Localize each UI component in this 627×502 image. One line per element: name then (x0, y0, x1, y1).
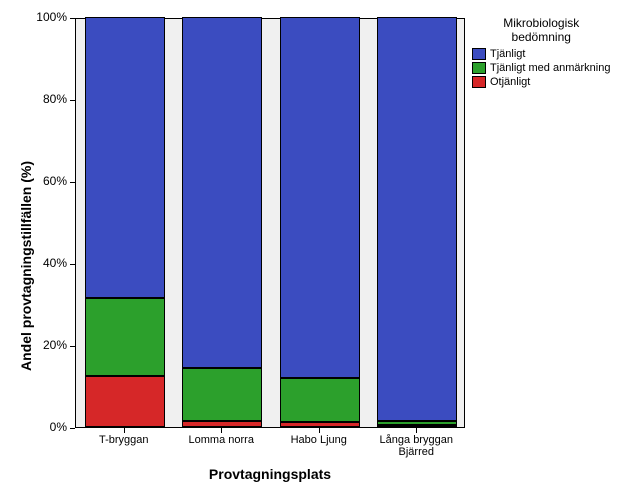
bar (85, 19, 165, 427)
x-tick (124, 428, 125, 433)
bar-segment (182, 368, 262, 421)
x-tick (221, 428, 222, 433)
y-tick-label: 0% (0, 420, 67, 434)
legend-label: Tjänligt med anmärkning (490, 62, 610, 74)
bar-segment (280, 422, 360, 427)
y-tick-label: 100% (0, 10, 67, 24)
bar-segment (377, 421, 457, 426)
legend-label: Otjänligt (490, 76, 530, 88)
bar-segment (182, 17, 262, 368)
x-tick-label: Habo Ljung (270, 434, 368, 446)
y-tick-label: 80% (0, 92, 67, 106)
legend-item: Tjänligt med anmärkning (472, 62, 610, 74)
bar (377, 19, 457, 427)
legend: Mikrobiologiskbedömning TjänligtTjänligt… (472, 16, 610, 90)
y-tick (70, 100, 75, 101)
plot-area (75, 18, 465, 428)
legend-swatch (472, 48, 486, 60)
bar-segment (280, 17, 360, 378)
chart-container: 0%20%40%60%80%100% T-brygganLomma norraH… (0, 0, 627, 502)
x-tick-label: Lomma norra (173, 434, 271, 446)
bar-segment (85, 17, 165, 298)
bar (182, 19, 262, 427)
y-tick (70, 18, 75, 19)
x-axis-title: Provtagningsplats (75, 466, 465, 482)
legend-items: Tjänligt Tjänligt med anmärkning Otjänligt (472, 48, 610, 88)
bar-segment (182, 421, 262, 427)
x-tick (416, 428, 417, 433)
legend-swatch (472, 76, 486, 88)
legend-swatch (472, 62, 486, 74)
y-axis-title: Andel provtagningstillfällen (%) (18, 161, 34, 371)
bar-segment (280, 378, 360, 422)
legend-title: Mikrobiologiskbedömning (472, 16, 610, 44)
legend-item: Tjänligt (472, 48, 610, 60)
x-tick-label: T-bryggan (75, 434, 173, 446)
y-tick (70, 346, 75, 347)
legend-label: Tjänligt (490, 48, 525, 60)
y-tick (70, 428, 75, 429)
bar-segment (377, 17, 457, 421)
y-tick (70, 264, 75, 265)
bar (280, 19, 360, 427)
x-tick-label: Långa brygganBjärred (368, 434, 466, 458)
bars-layer (76, 19, 464, 427)
y-tick (70, 182, 75, 183)
bar-segment (85, 298, 165, 376)
bar-segment (85, 376, 165, 427)
x-tick (319, 428, 320, 433)
legend-item: Otjänligt (472, 76, 610, 88)
